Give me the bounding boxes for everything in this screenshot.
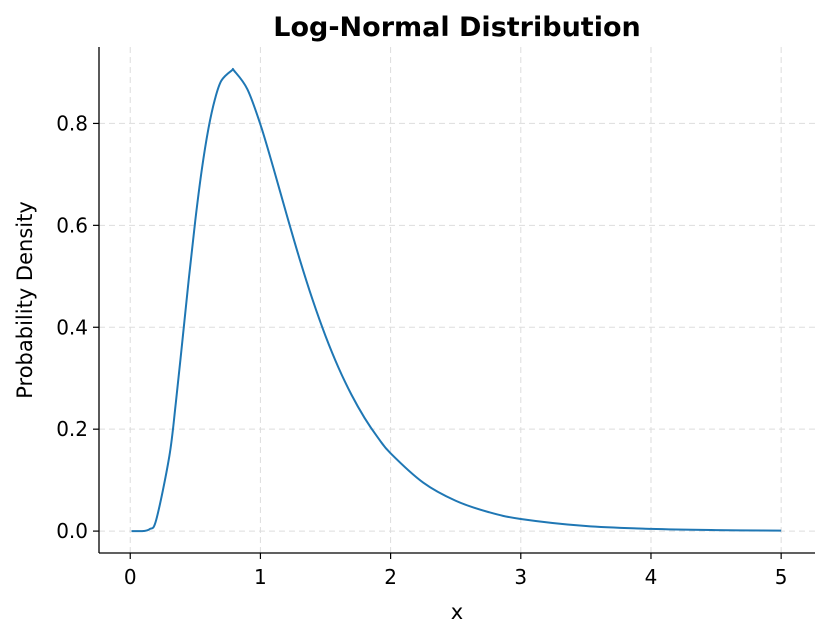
grid: [99, 47, 815, 553]
x-axis-label: x: [451, 600, 463, 624]
density-line: [131, 67, 782, 533]
y-tick-label: 0.8: [56, 111, 88, 135]
y-tick-label: 0.0: [56, 519, 88, 543]
y-tick-label: 0.2: [56, 417, 88, 441]
x-tick-label: 2: [384, 565, 397, 589]
x-tick-label: 4: [645, 565, 658, 589]
x-tick-label: 1: [254, 565, 267, 589]
y-tick-label: 0.6: [56, 213, 88, 237]
series: [131, 67, 782, 533]
y-tick-label: 0.4: [56, 315, 88, 339]
chart-title: Log-Normal Distribution: [273, 12, 640, 43]
x-tick-label: 0: [124, 565, 137, 589]
x-tick-label: 3: [514, 565, 527, 589]
x-tick-label: 5: [775, 565, 788, 589]
y-axis-label: Probability Density: [13, 201, 37, 399]
ticks: 0 1 2 3 4 5 0.0 0.2 0.4 0.6 0.8: [56, 111, 787, 589]
